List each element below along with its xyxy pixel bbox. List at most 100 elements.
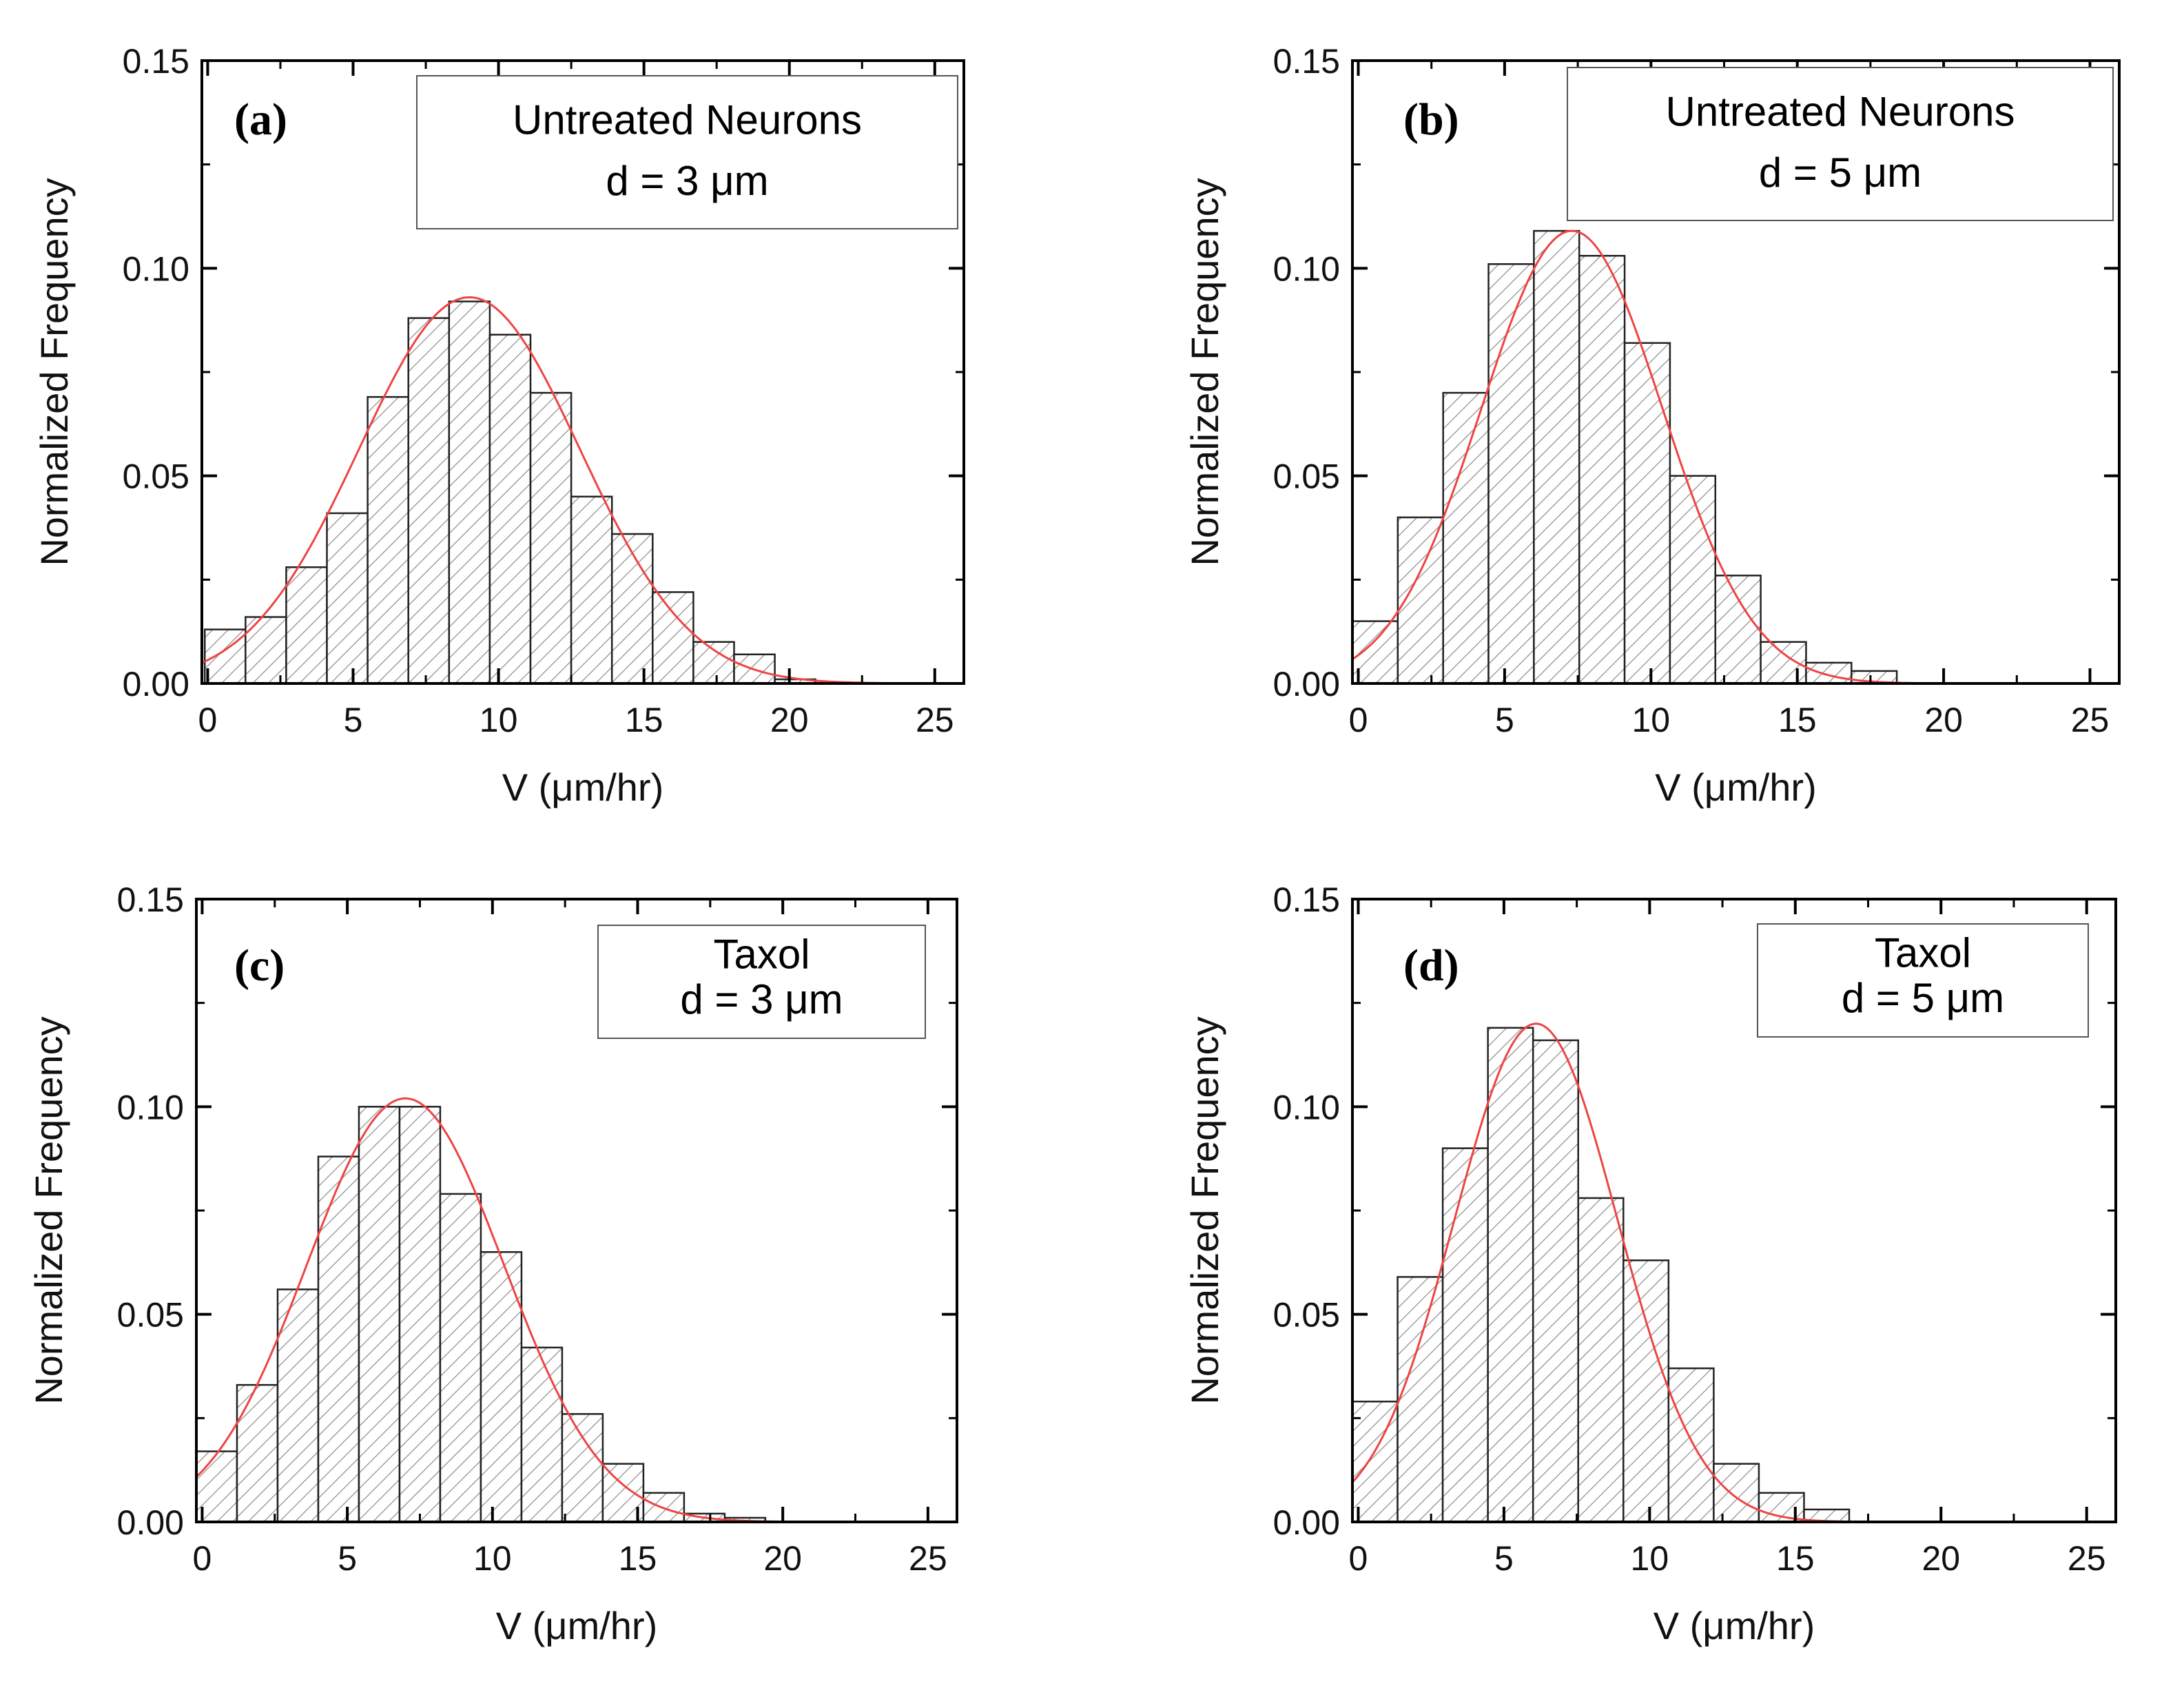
x-tick-label: 0	[1349, 1539, 1368, 1578]
bar	[236, 1383, 279, 1523]
bar	[1714, 575, 1762, 685]
bar	[439, 1193, 482, 1523]
y-axis-label: Normalized Frequency	[1183, 178, 1226, 566]
x-tick-label: 5	[338, 1539, 357, 1578]
histogram-bars	[195, 1106, 767, 1523]
legend-line-2: d = 5 μm	[1842, 975, 2004, 1021]
gaussian-fit-curve	[201, 296, 934, 685]
y-tick-label: 0.00	[123, 665, 189, 703]
legend-line-2: d = 5 μm	[1759, 150, 1922, 196]
x-axis-label: V (μm/hr)	[502, 765, 663, 809]
y-tick-label: 0.05	[117, 1296, 184, 1335]
x-tick-label: 0	[1349, 701, 1368, 739]
x-tick-label: 15	[1776, 1539, 1815, 1578]
bar	[1669, 475, 1717, 685]
x-tick-label: 20	[763, 1539, 802, 1578]
bar	[1623, 342, 1671, 685]
panel-label: (d)	[1403, 940, 1459, 991]
y-tick-label: 0.15	[123, 42, 189, 81]
y-tick-label: 0.10	[123, 249, 189, 288]
x-axis-label: V (μm/hr)	[1655, 765, 1816, 809]
x-axis-label: V (μm/hr)	[496, 1604, 657, 1647]
legend-line-2: d = 3 μm	[680, 976, 843, 1022]
legend-line-1: Taxol	[1875, 929, 1971, 976]
gaussian-fit-curve	[1352, 229, 1953, 685]
legend-line-1: Untreated Neurons	[1666, 88, 2015, 134]
bar	[1805, 661, 1853, 685]
bar	[529, 391, 573, 685]
bar	[448, 300, 491, 685]
x-tick-label: 5	[344, 701, 363, 739]
x-tick-label: 20	[1922, 1539, 1960, 1578]
bar	[1577, 1197, 1625, 1523]
bar	[652, 591, 694, 685]
bar	[561, 1413, 604, 1523]
x-tick-label: 10	[1631, 1539, 1669, 1578]
y-tick-label: 0.05	[1273, 457, 1340, 496]
bar	[203, 628, 247, 685]
y-axis-label: Normalized Frequency	[1183, 1016, 1226, 1404]
bar	[1532, 1039, 1579, 1523]
x-tick-label: 5	[1494, 1539, 1514, 1578]
bar	[367, 395, 409, 685]
gaussian-fit-curve	[1351, 1022, 1879, 1523]
bar	[1533, 229, 1580, 685]
x-tick-label: 15	[625, 701, 663, 739]
y-tick-label: 0.05	[1273, 1296, 1340, 1335]
y-tick-label: 0.00	[1273, 665, 1340, 703]
bar	[1667, 1367, 1715, 1523]
y-axis-label: Normalized Frequency	[32, 178, 76, 566]
bar	[570, 495, 613, 685]
x-tick-label: 15	[619, 1539, 657, 1578]
y-tick-label: 0.15	[1273, 42, 1340, 81]
bar	[407, 317, 451, 685]
bar	[358, 1106, 401, 1523]
y-tick-label: 0.00	[1273, 1503, 1340, 1542]
panel-label: (b)	[1403, 94, 1459, 145]
bar	[520, 1346, 564, 1523]
bar	[1442, 391, 1490, 685]
legend-line-2: d = 3 μm	[606, 158, 768, 204]
y-tick-label: 0.05	[123, 457, 189, 496]
legend-box	[1757, 923, 2089, 1038]
x-tick-label: 10	[480, 701, 518, 739]
y-axis-label: Normalized Frequency	[27, 1016, 70, 1404]
bar	[1713, 1463, 1760, 1523]
y-tick-label: 0.10	[117, 1088, 184, 1126]
x-tick-label: 25	[916, 701, 954, 739]
x-tick-label: 5	[1495, 701, 1514, 739]
y-tick-label: 0.15	[1273, 881, 1340, 919]
bar	[1487, 263, 1535, 685]
bar	[1487, 1027, 1534, 1523]
x-tick-label: 20	[770, 701, 809, 739]
gaussian-fit-curve	[195, 1097, 821, 1523]
x-tick-label: 25	[909, 1539, 947, 1578]
bar	[1622, 1259, 1670, 1523]
bar	[1397, 1276, 1444, 1523]
bar	[692, 641, 735, 685]
histogram-bars	[1351, 1027, 1851, 1523]
panel-c-chart: 0 5 10 15 20 25 0.00 0.05 0.10 0.15 V (μm/hr) Norma…	[27, 881, 958, 1647]
legend-box	[416, 75, 958, 229]
panel-d-chart: 0 5 10 15 20 25 0.00 0.05 0.10 0.15 V (μm/hr) Norma…	[1183, 881, 2117, 1647]
x-tick-label: 10	[473, 1539, 512, 1578]
x-axis-label: V (μm/hr)	[1654, 1604, 1815, 1647]
histogram-bars	[203, 300, 816, 685]
x-tick-label: 25	[2068, 1539, 2106, 1578]
panel-label: (c)	[234, 940, 285, 991]
bar	[398, 1106, 442, 1523]
bar	[1578, 255, 1626, 685]
legend-line-1: Taxol	[713, 931, 810, 977]
bar	[285, 566, 328, 685]
legend-box	[1567, 67, 2114, 221]
x-tick-label: 20	[1924, 701, 1963, 739]
y-tick-label: 0.15	[117, 881, 184, 919]
x-tick-label: 0	[193, 1539, 212, 1578]
x-tick-label: 0	[198, 701, 218, 739]
y-tick-label: 0.10	[1273, 249, 1340, 288]
panel-label: (a)	[234, 94, 287, 145]
legend-line-1: Untreated Neurons	[513, 96, 862, 143]
x-tick-label: 25	[2071, 701, 2110, 739]
y-tick-label: 0.00	[117, 1503, 184, 1542]
